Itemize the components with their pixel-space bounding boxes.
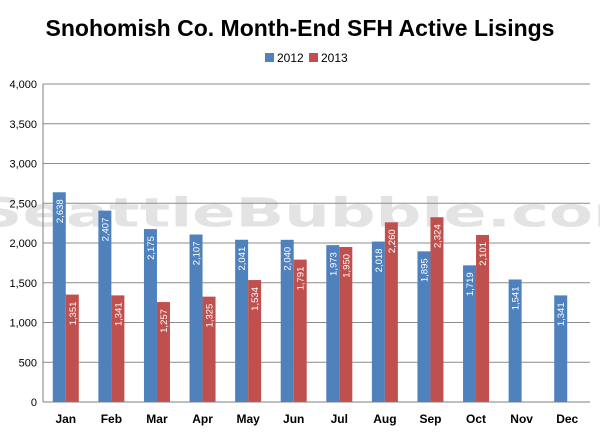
watermark: SeattleBubble.com [0,190,600,236]
y-tick-label: 3,500 [9,119,37,131]
bar-value-label: 2,018 [374,249,385,273]
bar-2012-sep [417,251,431,402]
y-tick-label: 500 [19,357,37,369]
bar-2013-oct [476,234,490,402]
bar-value-label: 1,257 [159,309,170,333]
bar-2012-feb [98,210,112,402]
bar-value-label: 1,541 [511,286,522,310]
x-tick-label: Oct [466,412,486,426]
watermark-layer: SeattleBubble.com [0,190,600,236]
bars: 2,638 1,351 2,407 1,341 2,175 1,257 2,107 1,325… [52,192,568,402]
bar-value-label: 2,107 [192,241,203,265]
bar-value-label: 2,407 [100,218,111,242]
bar-2012-aug [371,241,385,402]
gridlines [43,83,590,363]
legend-swatch-2013 [309,53,318,62]
x-tick-label: May [236,412,260,426]
bar-value-label: 2,175 [146,236,157,260]
bar-2012-nov [508,279,522,402]
bar-2012-may [235,239,249,402]
bar-2012-mar [143,229,157,402]
bar-value-label: 1,341 [113,302,124,326]
bar-value-label: 1,950 [341,254,352,278]
y-tick-label: 2,500 [9,198,37,210]
bar-2013-apr [202,296,216,402]
x-tick-label: Nov [510,412,533,426]
bar-value-label: 2,324 [432,224,443,248]
bar-value-label: 2,101 [478,242,489,266]
chart-title: Snohomish Co. Month-End SFH Active Lisin… [46,15,555,41]
bar-2013-jan [65,294,79,402]
legend-label-2013: 2013 [321,51,348,65]
x-tick-label: Jun [283,412,304,426]
bar-value-label: 1,325 [205,304,216,328]
x-tick-label: Mar [146,412,168,426]
bar-value-label: 1,351 [68,302,79,326]
bar-2012-jan [52,192,66,402]
legend-label-2012: 2012 [277,51,304,65]
x-tick-label: Dec [556,412,578,426]
bar-value-label: 1,895 [419,258,430,282]
x-tick-label: Jul [331,412,348,426]
bar-2012-dec [554,295,568,402]
bar-value-label: 2,260 [387,229,398,253]
bar-2013-may [248,280,262,402]
bar-value-label: 1,719 [465,272,476,296]
bar-2013-sep [430,217,444,402]
bar-value-label: 1,791 [296,267,307,291]
bar-value-label: 1,341 [556,302,567,326]
y-tick-label: 1,000 [9,318,37,330]
bar-value-label: 1,973 [328,252,339,276]
bar-2013-mar [156,302,170,402]
axes [42,84,590,403]
x-tick-label: Aug [373,412,396,426]
bar-2012-jun [280,239,294,402]
legend: 2012 2013 [265,51,348,65]
bar-2012-apr [189,234,203,402]
bar-2013-jun [293,259,307,402]
x-tick-label: Jan [55,412,76,426]
y-tick-label: 3,000 [9,159,37,171]
y-tick-label: 1,500 [9,278,37,290]
x-tick-label: Apr [192,412,213,426]
bar-value-label: 2,041 [237,247,248,271]
bar-2012-oct [463,265,477,402]
bar-value-label: 2,638 [55,199,66,223]
bar-value-label: 2,040 [283,247,294,271]
bar-2013-aug [384,222,398,402]
y-tick-label: 2,000 [9,238,37,250]
bar-2013-feb [111,295,125,402]
y-axis-tick-labels: 0 500 1,000 1,500 2,000 2,500 3,000 3,500 4,000 [9,79,37,409]
bar-value-label: 1,534 [250,287,261,311]
y-tick-label: 0 [31,397,37,409]
legend-swatch-2012 [265,53,274,62]
x-tick-label: Feb [101,412,122,426]
bar-2012-jul [326,245,340,402]
y-tick-label: 4,000 [9,79,37,91]
bar-2013-jul [339,246,353,402]
x-axis-tick-labels: Jan Feb Mar Apr May Jun Jul Aug Sep Oct Nov Dec [55,412,578,426]
x-tick-label: Sep [419,412,441,426]
